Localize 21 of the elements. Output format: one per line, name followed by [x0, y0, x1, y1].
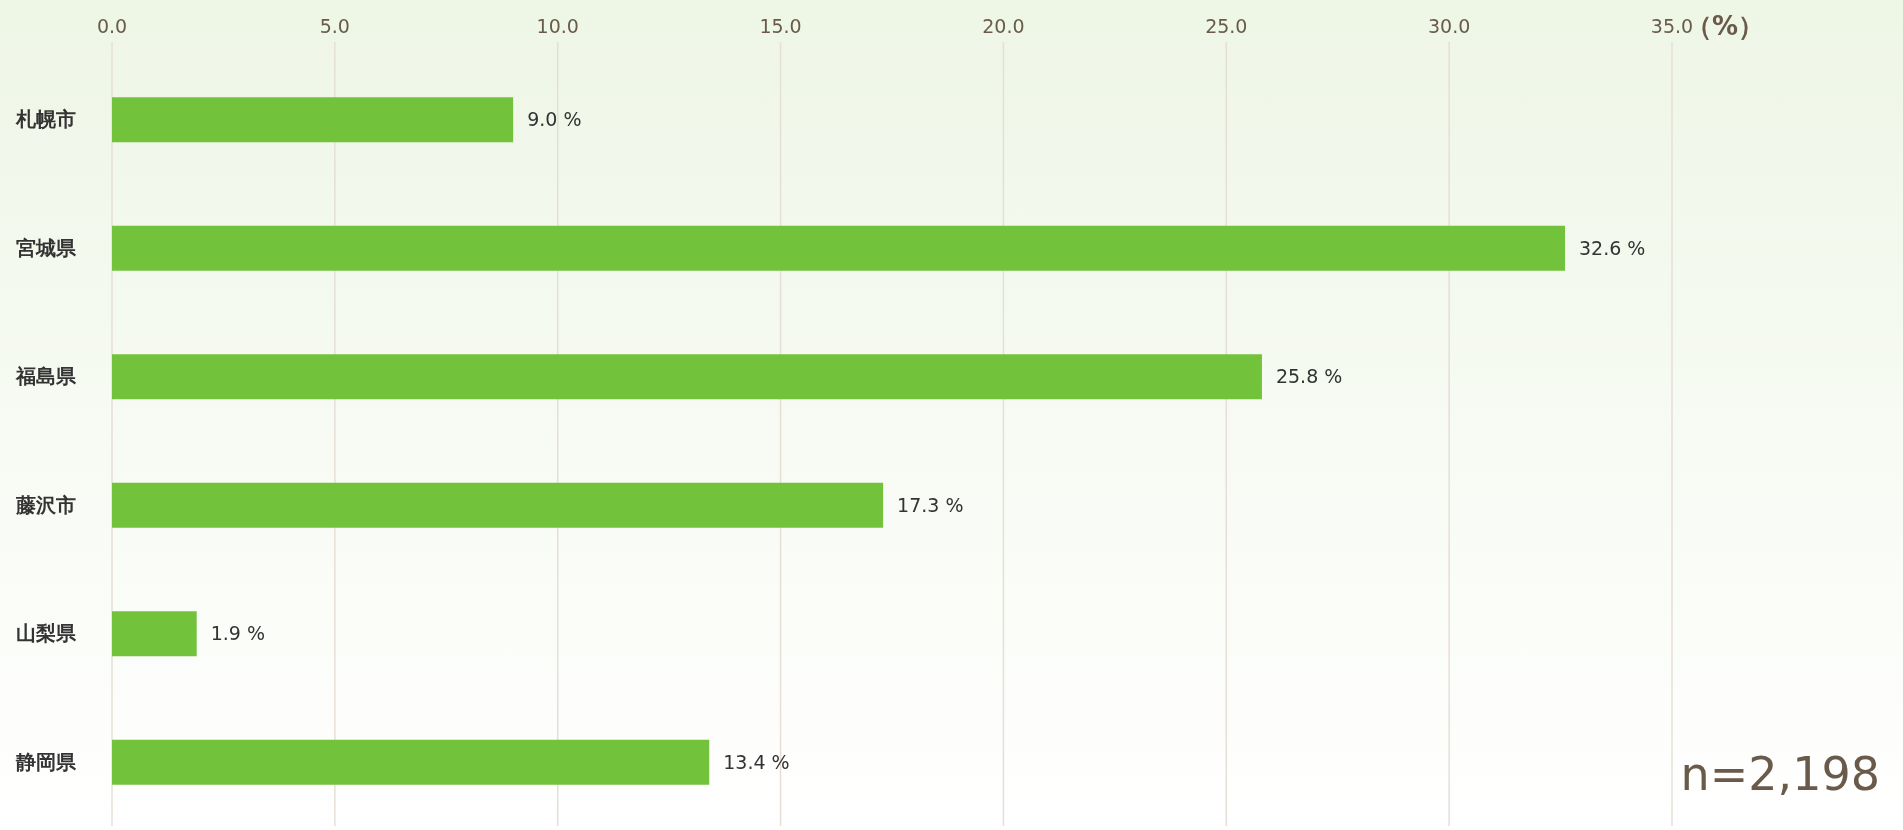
x-tick-label: 25.0: [1205, 15, 1248, 37]
y-tick-label: 藤沢市: [15, 492, 76, 517]
x-tick-label: 35.0: [1650, 15, 1694, 37]
data-label: 13.4 %: [723, 750, 790, 773]
y-tick-label: 山梨県: [16, 621, 77, 646]
x-tick-label: 0.0: [96, 15, 128, 37]
text: n=2,198: [1680, 747, 1880, 801]
data-label: 25.8 %: [1275, 365, 1343, 388]
data-label: 17.3 %: [897, 493, 964, 516]
y-tick-label: 静岡県: [15, 749, 77, 774]
data-label: 1.9 %: [210, 622, 265, 645]
y-tick-label: 札幌市: [15, 107, 76, 132]
x-tick-label: 10.0: [536, 15, 579, 37]
x-tick-label: 5.0: [319, 15, 350, 37]
x-tick-label: 15.0: [759, 15, 802, 37]
data-label: 32.6 %: [1579, 236, 1646, 259]
y-tick-label: 宮城県: [16, 235, 77, 260]
x-tick-label: 20.0: [982, 15, 1025, 37]
y-tick-label: 福島県: [15, 364, 77, 389]
data-label: 9.0 %: [527, 108, 582, 131]
x-tick-label: 30.0: [1427, 15, 1471, 37]
